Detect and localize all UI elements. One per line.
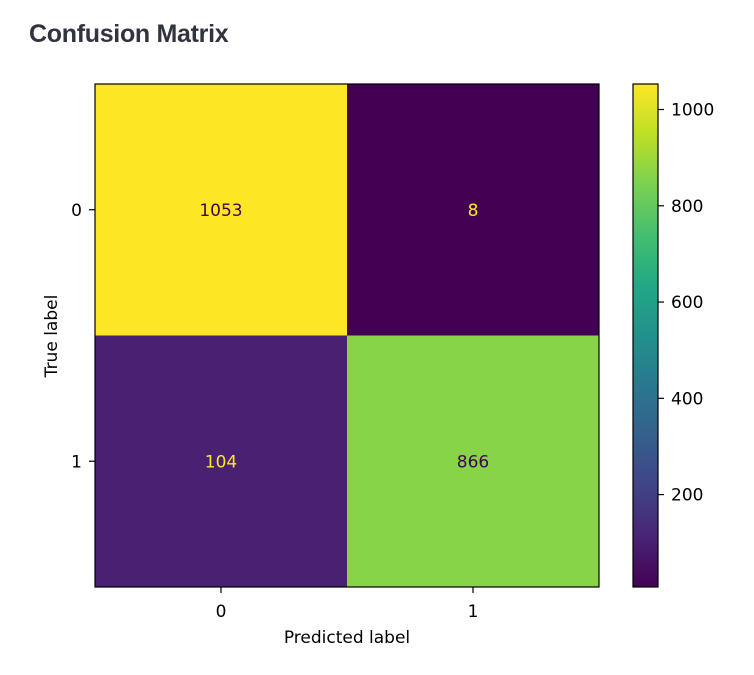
y-tick-label: 0 (71, 201, 82, 221)
colorbar-ticks: 200 400 600 800 1000 (658, 101, 714, 506)
colorbar-tick-label: 1000 (671, 101, 714, 121)
x-tick-label: 0 (216, 602, 227, 622)
cell-value-label: 866 (457, 452, 489, 472)
y-axis-label: True label (42, 295, 62, 379)
colorbar-tick-label: 800 (671, 197, 703, 217)
page-title: Confusion Matrix (29, 20, 229, 48)
x-axis-label: Predicted label (284, 628, 410, 648)
heatmap-cell (95, 335, 347, 587)
heatmap-cell (347, 335, 599, 587)
colorbar-tick-label: 200 (671, 486, 703, 506)
y-tick-label: 1 (71, 452, 82, 472)
colorbar-tick-label: 400 (671, 389, 703, 409)
heatmap-cells (95, 84, 599, 587)
colorbar (632, 83, 659, 588)
cell-value-label: 104 (205, 452, 237, 472)
heatmap-cell (347, 84, 599, 336)
cell-labels: 1053 8 104 866 (199, 201, 489, 473)
heatmap-frame (94, 83, 600, 588)
cell-value-label: 8 (468, 201, 479, 221)
heatmap-cell (95, 84, 347, 336)
x-tick-label: 1 (468, 602, 479, 622)
y-axis: 01 (71, 201, 95, 472)
cell-value-label: 1053 (199, 201, 242, 221)
colorbar-tick-label: 600 (671, 293, 703, 313)
